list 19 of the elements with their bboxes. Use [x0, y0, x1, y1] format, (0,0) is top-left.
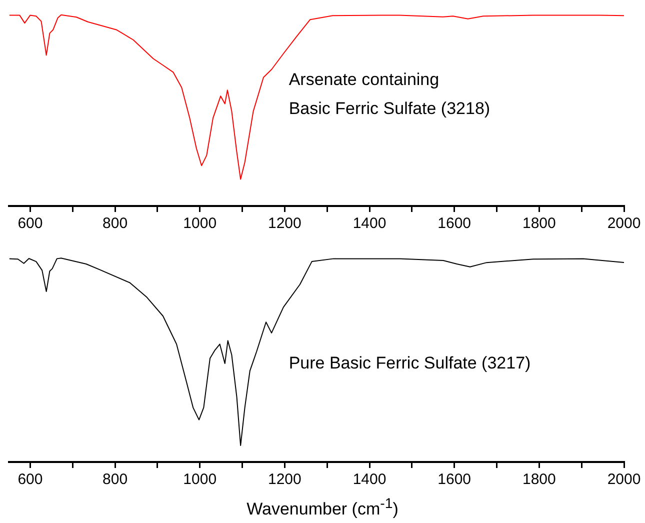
x-tick-label: 800 [102, 471, 128, 488]
x-tick-label: 1400 [352, 471, 386, 488]
annotation: Arsenate containing Basic Ferric Sulfate (3218) [288, 70, 490, 118]
x-tick-label: 1400 [352, 215, 386, 232]
x-tick-label: 1200 [268, 471, 302, 488]
x-tick-label: 600 [18, 215, 43, 232]
annotation: Pure Basic Ferric Sulfate (3217) [288, 353, 531, 372]
x-tick-label: 2000 [607, 471, 641, 488]
x-tick-label: 2000 [607, 215, 641, 232]
x-tick-label: 1000 [183, 471, 217, 488]
x-tick-label: 1200 [268, 215, 302, 232]
x-tick-label: 1600 [438, 471, 472, 488]
x-tick-label: 600 [18, 471, 43, 488]
x-tick-label: 1800 [522, 215, 556, 232]
x-axis-title: Wavenumber (cm$^{-1}$) [246, 496, 400, 520]
x-tick-label: 1000 [183, 215, 217, 232]
x-tick-label: 1600 [438, 215, 472, 232]
x-tick-label: 1800 [522, 471, 556, 488]
x-tick-label: 800 [102, 215, 128, 232]
